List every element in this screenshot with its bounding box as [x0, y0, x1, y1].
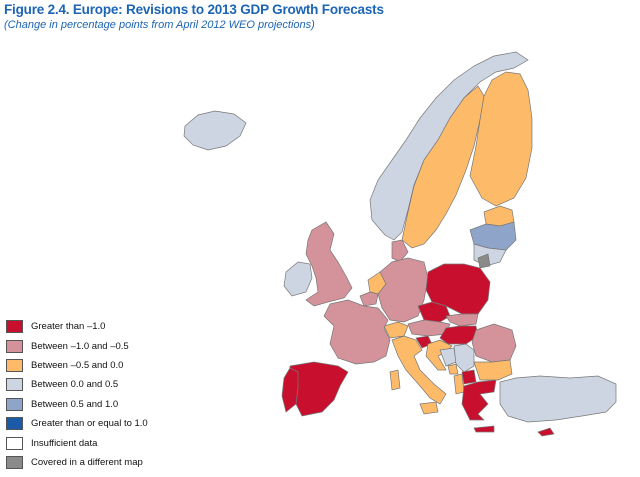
country-iceland[interactable]	[183, 110, 247, 151]
country-finland[interactable]	[469, 71, 533, 207]
legend-swatch	[6, 320, 23, 334]
legend-label: Greater than or equal to 1.0	[31, 418, 148, 430]
legend-label: Covered in a different map	[31, 456, 143, 468]
country-denmark[interactable]	[391, 239, 409, 263]
country-hungary[interactable]	[439, 325, 479, 345]
legend-item: Between 0.5 and 1.0	[6, 395, 148, 414]
legend-swatch	[6, 358, 23, 372]
figure-subtitle: (Change in percentage points from April …	[4, 19, 315, 31]
figure-title: Figure 2.4. Europe: Revisions to 2013 GD…	[4, 2, 384, 17]
country-switzerland[interactable]	[383, 321, 409, 339]
legend-swatch	[6, 417, 23, 431]
country-belgium[interactable]	[359, 291, 379, 307]
legend-item: Between 0.0 and 0.5	[6, 375, 148, 394]
legend-label: Greater than –1.0	[31, 321, 106, 333]
country-croatia[interactable]	[425, 339, 453, 371]
legend-label: Between –1.0 and –0.5	[31, 340, 129, 352]
country-bulgaria[interactable]	[473, 359, 513, 381]
legend-label: Between 0.0 and 0.5	[31, 379, 119, 391]
legend-swatch	[6, 436, 23, 450]
country-italy[interactable]	[391, 335, 447, 405]
country-united-kingdom[interactable]	[305, 221, 353, 307]
legend-item: Insufficient data	[6, 433, 148, 452]
legend-item: Greater than or equal to 1.0	[6, 414, 148, 433]
legend-label: Between 0.5 and 1.0	[31, 398, 119, 410]
legend-label: Between –0.5 and 0.0	[31, 359, 124, 371]
legend-label: Insufficient data	[31, 437, 98, 449]
country-france[interactable]	[323, 299, 391, 365]
country-montenegro[interactable]	[447, 363, 459, 375]
country-cyprus[interactable]	[537, 427, 555, 437]
legend-swatch	[6, 378, 23, 392]
country-spain[interactable]	[289, 361, 349, 417]
map-legend: Greater than –1.0 Between –1.0 and –0.5 …	[6, 317, 148, 472]
country-ireland[interactable]	[283, 261, 313, 297]
island-sardinia[interactable]	[389, 369, 401, 391]
country-belarus[interactable]	[477, 253, 491, 269]
legend-item: Between –0.5 and 0.0	[6, 356, 148, 375]
legend-item: Between –1.0 and –0.5	[6, 336, 148, 355]
country-slovak-republic[interactable]	[445, 313, 479, 327]
country-poland[interactable]	[425, 263, 491, 315]
country-greece[interactable]	[461, 379, 497, 421]
country-romania[interactable]	[471, 323, 517, 363]
legend-item: Greater than –1.0	[6, 317, 148, 336]
island-sicily[interactable]	[419, 401, 439, 415]
country-portugal[interactable]	[281, 367, 299, 413]
legend-swatch	[6, 397, 23, 411]
legend-swatch	[6, 455, 23, 469]
island-crete[interactable]	[473, 425, 495, 433]
country-norway[interactable]	[369, 51, 529, 241]
legend-item: Covered in a different map	[6, 453, 148, 472]
country-germany[interactable]	[377, 257, 429, 323]
country-turkey[interactable]	[499, 375, 617, 423]
country-macedonia[interactable]	[461, 369, 477, 385]
legend-swatch	[6, 339, 23, 353]
